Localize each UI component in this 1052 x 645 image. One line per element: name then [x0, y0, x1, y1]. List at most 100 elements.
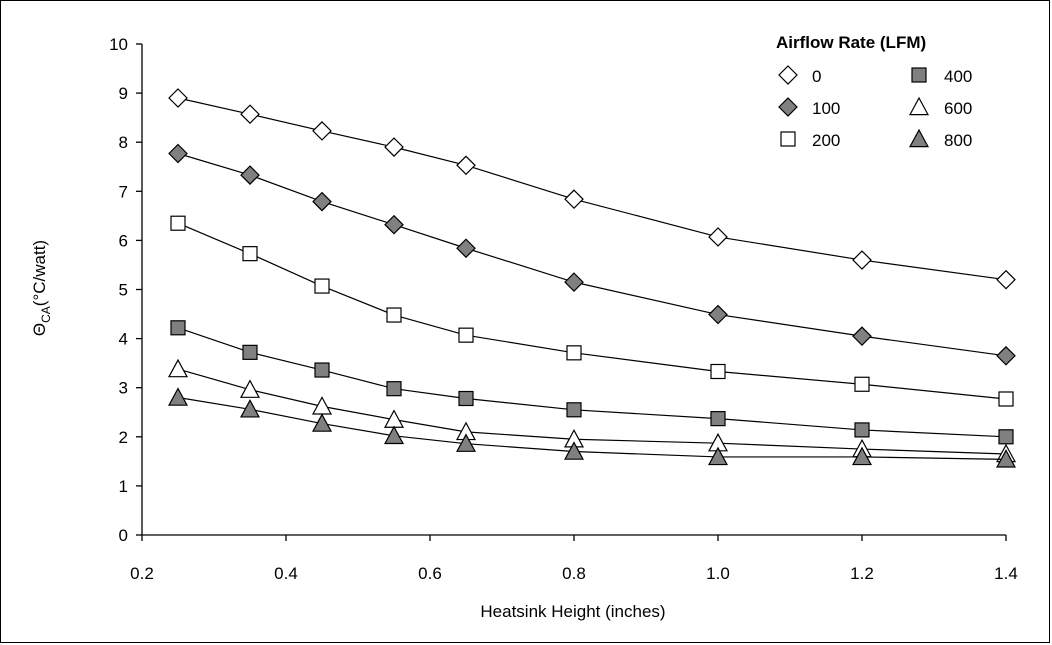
legend-label: 200	[812, 131, 840, 150]
y-tick-label: 2	[119, 428, 128, 447]
y-axis-label-subscript: CA	[39, 306, 53, 323]
data-point	[564, 272, 584, 292]
data-point	[996, 345, 1016, 366]
legend-item: 800	[908, 128, 972, 150]
legend-item: 0	[778, 65, 821, 86]
y-tick-label: 7	[119, 182, 128, 201]
series-100	[168, 143, 1016, 366]
data-point	[995, 449, 1017, 468]
data-point	[384, 137, 404, 157]
data-point	[566, 345, 582, 361]
data-point	[312, 191, 332, 212]
y-tick-label: 4	[119, 330, 128, 349]
data-point	[311, 396, 333, 415]
data-point	[708, 304, 728, 325]
data-point	[996, 269, 1016, 290]
legend-marker	[780, 131, 796, 147]
data-point	[314, 362, 330, 378]
data-point	[710, 411, 726, 427]
x-tick-label: 1.0	[706, 564, 730, 583]
y-tick-label: 5	[119, 281, 128, 300]
data-point	[170, 320, 186, 336]
data-point	[242, 344, 258, 360]
y-axis-label: ΘCA(°C/watt)	[30, 240, 53, 336]
data-point	[386, 381, 402, 397]
series-line	[177, 97, 1007, 281]
x-tick-label: 0.8	[562, 564, 586, 583]
x-tick-label: 0.6	[418, 564, 442, 583]
y-tick-label: 6	[119, 231, 128, 250]
x-tick-label: 0.4	[274, 564, 298, 583]
legend-marker	[778, 97, 798, 117]
series-400	[170, 320, 1014, 445]
data-point	[312, 121, 332, 141]
data-point	[563, 441, 585, 460]
legend-marker	[908, 128, 930, 148]
x-tick-label: 1.4	[994, 564, 1018, 583]
series-800	[167, 387, 1017, 468]
data-point	[455, 433, 477, 452]
legend-label: 800	[944, 131, 972, 150]
series-line	[177, 368, 1007, 455]
data-point	[707, 446, 729, 466]
data-point	[168, 143, 188, 164]
series-200	[170, 215, 1014, 407]
data-point	[239, 379, 261, 398]
series-line	[177, 327, 1007, 438]
axes: 0 1 2 3 4 5 6 7 8 9 10 0.2 0.4 0.6 0.8 1.0 1.2 1.4	[109, 35, 1018, 583]
y-tick-label: 8	[119, 133, 128, 152]
legend-marker	[778, 65, 798, 85]
data-point	[240, 104, 260, 125]
data-point	[240, 165, 260, 185]
y-tick-label: 0	[119, 526, 128, 545]
data-point	[311, 413, 333, 432]
series-0	[168, 88, 1016, 290]
legend-label: 0	[812, 67, 821, 86]
series-line	[177, 222, 1007, 400]
data-point	[852, 250, 872, 270]
data-point	[167, 358, 189, 378]
data-point	[854, 422, 870, 438]
legend-marker	[908, 96, 930, 116]
data-point	[170, 215, 186, 231]
legend: Airflow Rate (LFM) 0 100 200 400 600 800	[776, 33, 972, 150]
legend-label: 400	[944, 67, 972, 86]
legend-label: 100	[812, 99, 840, 118]
data-point	[998, 429, 1014, 445]
x-tick-label: 0.2	[130, 564, 154, 583]
y-axis-label-symbol: Θ	[30, 323, 49, 336]
legend-item: 200	[780, 131, 840, 150]
legend-title: Airflow Rate (LFM)	[776, 33, 926, 52]
data-point	[851, 446, 873, 466]
data-point	[458, 327, 474, 343]
data-point	[384, 214, 404, 235]
data-point	[710, 363, 726, 380]
y-tick-label: 9	[119, 84, 128, 103]
data-point	[314, 278, 330, 294]
data-point	[242, 246, 258, 262]
data-point	[456, 155, 476, 176]
y-tick-label: 3	[119, 379, 128, 398]
x-tick-label: 1.2	[850, 564, 874, 583]
x-axis-label: Heatsink Height (inches)	[480, 602, 665, 621]
series-line	[177, 152, 1007, 357]
data-point	[167, 387, 189, 406]
data-point	[383, 425, 405, 445]
y-tick-label: 1	[119, 477, 128, 496]
data-point	[386, 307, 402, 323]
data-point	[458, 390, 474, 407]
data-point	[852, 326, 872, 346]
legend-label: 600	[944, 99, 972, 118]
data-point	[566, 402, 582, 418]
series-layer	[167, 88, 1017, 468]
legend-marker	[911, 67, 927, 83]
data-point	[564, 189, 584, 210]
data-point	[998, 391, 1014, 407]
data-point	[168, 88, 188, 108]
legend-item: 600	[908, 96, 972, 118]
legend-item: 400	[911, 67, 972, 86]
data-point	[456, 238, 476, 259]
legend-item: 100	[778, 97, 840, 118]
